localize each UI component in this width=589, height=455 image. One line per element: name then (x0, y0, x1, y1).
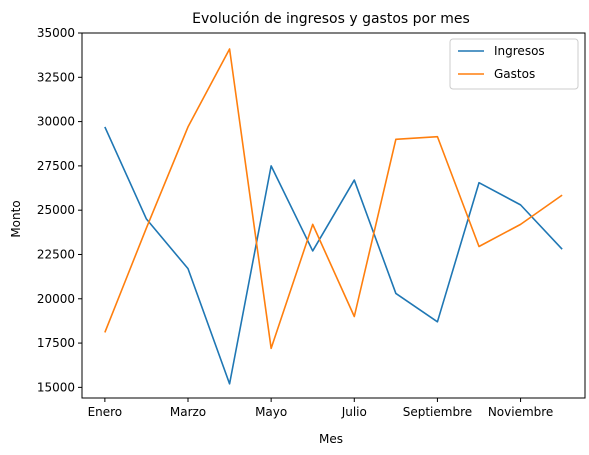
y-tick-label: 22500 (37, 247, 75, 261)
y-tick-label: 25000 (37, 203, 75, 217)
y-tick-label: 32500 (37, 70, 75, 84)
y-tick-label: 27500 (37, 159, 75, 173)
y-tick-label: 30000 (37, 115, 75, 129)
y-tick-label: 35000 (37, 26, 75, 40)
x-tick-label: Julio (341, 405, 367, 419)
x-axis-label: Mes (319, 432, 343, 446)
chart-title: Evolución de ingresos y gastos por mes (192, 11, 470, 27)
y-tick-label: 15000 (37, 380, 75, 394)
x-tick-label: Septiembre (403, 405, 472, 419)
y-axis-label: Monto (9, 200, 23, 237)
series-layer (104, 48, 563, 385)
y-axis: 15000 17500 20000 22500 25000 27500 30000 32500… (37, 26, 82, 394)
legend-label-gastos: Gastos (494, 67, 535, 81)
series-line-ingresos (104, 126, 563, 385)
legend-label-ingresos: Ingresos (494, 44, 545, 58)
legend: Ingresos Gastos (449, 38, 579, 90)
x-axis: Enero Marzo Mayo Julio Septiembre Noviembre (88, 398, 554, 419)
y-tick-label: 17500 (37, 336, 75, 350)
plot-frame (81, 32, 586, 399)
y-tick-label: 20000 (37, 292, 75, 306)
x-tick-label: Noviembre (488, 405, 554, 419)
x-tick-label: Marzo (170, 405, 206, 419)
x-tick-label: Enero (88, 405, 123, 419)
plot-area (81, 32, 586, 399)
series-line-gastos (104, 48, 563, 350)
x-tick-label: Mayo (255, 405, 287, 419)
